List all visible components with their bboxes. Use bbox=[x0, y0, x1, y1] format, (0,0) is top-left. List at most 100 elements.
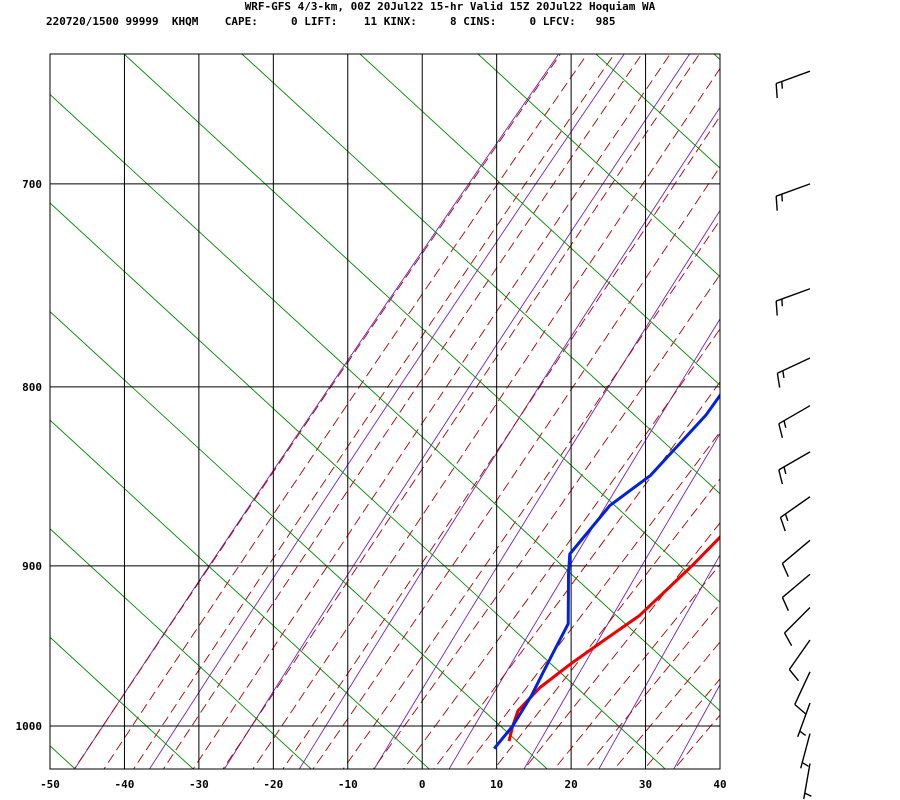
wind-barb-feather bbox=[778, 469, 784, 485]
wind-barb bbox=[775, 183, 811, 211]
dry-adiabat bbox=[224, 54, 690, 769]
moist-adiabat bbox=[463, 431, 720, 769]
background-lines bbox=[50, 54, 900, 769]
mixing-ratio-line bbox=[50, 419, 430, 769]
y-tick-label: 1000 bbox=[16, 720, 43, 733]
mixing-ratio-line bbox=[50, 636, 194, 769]
wind-barb-half-feather bbox=[781, 194, 784, 202]
moist-adiabat bbox=[312, 166, 720, 769]
wind-barb bbox=[778, 451, 811, 485]
x-tick-label: -50 bbox=[40, 778, 60, 791]
mixing-ratio-line bbox=[832, 54, 900, 769]
wind-barb bbox=[783, 607, 811, 647]
mixing-ratio-line bbox=[50, 745, 76, 769]
moist-adiabat bbox=[222, 54, 700, 769]
moist-adiabat bbox=[133, 54, 615, 769]
x-tick-label: -10 bbox=[338, 778, 358, 791]
wind-barb-feather bbox=[781, 563, 789, 578]
wind-barb-feather bbox=[788, 669, 800, 682]
wind-barb-feather bbox=[778, 423, 784, 438]
chart-subtitle: 220720/1500 99999 KHQM CAPE: 0 LIFT: 11 … bbox=[46, 15, 616, 28]
wind-barbs bbox=[775, 70, 812, 800]
moist-adiabat bbox=[643, 678, 720, 769]
mixing-ratio-line bbox=[50, 310, 548, 769]
x-tick-label: 20 bbox=[564, 778, 577, 791]
mixing-ratio-line bbox=[123, 54, 720, 603]
wind-barb-feather bbox=[794, 703, 807, 715]
wind-barb bbox=[778, 405, 811, 438]
wind-barb-feather bbox=[783, 632, 793, 647]
y-tick-label: 700 bbox=[22, 178, 42, 191]
moist-adiabat bbox=[252, 67, 720, 769]
moist-adiabat bbox=[372, 273, 720, 769]
moist-adiabat bbox=[613, 641, 720, 769]
wind-barb bbox=[776, 357, 811, 388]
wind-barb bbox=[794, 671, 811, 715]
wind-barb-shaft bbox=[781, 539, 811, 564]
wind-barb-shaft bbox=[788, 639, 811, 670]
moist-adiabat bbox=[402, 328, 720, 769]
moist-adiabat bbox=[673, 714, 720, 769]
x-tick-label: 0 bbox=[419, 778, 426, 791]
wind-barb-half-feather bbox=[804, 792, 812, 797]
wind-barb-half-feather bbox=[784, 513, 789, 522]
moist-adiabat bbox=[103, 54, 588, 769]
mixing-ratio-line bbox=[359, 54, 720, 386]
chart-title: WRF-GFS 4/3-km, 00Z 20Jul22 15-hr Valid … bbox=[244, 0, 656, 13]
wind-barb-half-feather bbox=[801, 761, 809, 767]
wind-barb-half-feather bbox=[782, 370, 785, 379]
moist-adiabat bbox=[282, 115, 720, 769]
wind-barb-feather bbox=[779, 517, 786, 532]
moist-adiabat bbox=[342, 219, 720, 769]
wind-barb bbox=[800, 733, 811, 769]
wind-barb-feather bbox=[775, 83, 778, 99]
tick-labels: 4005006007008009001000-50-40-30-20-10010… bbox=[16, 178, 727, 791]
dry-adiabat bbox=[749, 54, 900, 769]
x-tick-label: 30 bbox=[639, 778, 652, 791]
wind-barb-shaft bbox=[794, 671, 811, 705]
wind-barb-half-feather bbox=[783, 466, 787, 475]
wind-barb-half-feather bbox=[799, 730, 807, 737]
wind-barb-feather bbox=[775, 196, 778, 211]
wind-barb-shaft bbox=[781, 573, 811, 598]
x-tick-label: -40 bbox=[115, 778, 135, 791]
moist-adiabat bbox=[73, 54, 561, 769]
wind-barb-half-feather bbox=[783, 420, 787, 428]
profile-lines bbox=[493, 392, 720, 750]
wind-barb bbox=[775, 70, 811, 99]
mixing-ratio-line bbox=[50, 93, 720, 712]
wind-barb bbox=[775, 288, 811, 316]
plot-frame bbox=[49, 53, 721, 770]
dry-adiabat bbox=[523, 432, 720, 769]
wind-barb bbox=[781, 539, 811, 578]
x-tick-label: -20 bbox=[263, 778, 283, 791]
wind-barb-feather bbox=[775, 300, 778, 316]
moist-adiabat bbox=[583, 603, 720, 769]
wind-barb-shaft bbox=[784, 607, 811, 634]
y-tick-label: 900 bbox=[22, 560, 42, 573]
wind-barb-half-feather bbox=[781, 298, 784, 307]
dry-adiabat bbox=[373, 209, 720, 769]
mixing-ratio-line bbox=[50, 528, 312, 769]
x-tick-label: 10 bbox=[490, 778, 503, 791]
x-tick-label: -30 bbox=[189, 778, 209, 791]
dry-adiabat bbox=[448, 318, 720, 769]
x-tick-label: 40 bbox=[713, 778, 726, 791]
wind-barb bbox=[797, 702, 811, 738]
wind-barb bbox=[788, 639, 811, 682]
dewpoint-profile bbox=[493, 392, 720, 750]
dry-adiabat bbox=[824, 54, 900, 769]
wind-barb bbox=[803, 763, 812, 800]
y-tick-label: 800 bbox=[22, 381, 42, 394]
mixing-ratio-line bbox=[241, 54, 720, 495]
moist-adiabat bbox=[192, 54, 671, 769]
mixing-ratio-line bbox=[477, 54, 720, 278]
temperature-profile bbox=[507, 535, 720, 742]
wind-barb bbox=[779, 496, 811, 532]
dry-adiabat bbox=[598, 554, 720, 769]
mixing-ratio-line bbox=[50, 202, 666, 769]
wind-barb-shaft bbox=[797, 702, 811, 738]
wind-barb-feather bbox=[776, 373, 781, 388]
mixing-ratio-line bbox=[595, 54, 720, 169]
